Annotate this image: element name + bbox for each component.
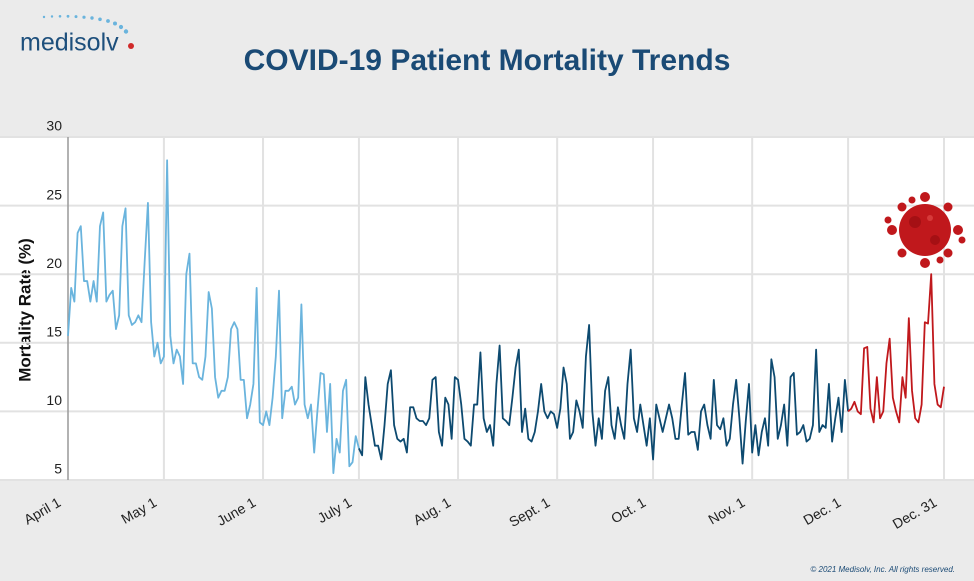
virus-icon <box>884 192 966 268</box>
y-tick-label: 15 <box>46 324 62 340</box>
y-tick-label: 25 <box>46 186 62 202</box>
logo-dots <box>42 14 134 49</box>
plot-area <box>0 137 974 480</box>
y-tick-label: 10 <box>46 392 62 408</box>
y-tick-label: 20 <box>46 255 62 271</box>
y-tick-label: 5 <box>54 461 62 477</box>
line-series <box>67 159 360 475</box>
footer: © 2021 Medisolv, Inc. All rights reserve… <box>810 565 955 574</box>
y-axis-label: Mortality Rate (%) <box>15 238 34 382</box>
logo-text: medisolv <box>20 29 119 57</box>
line-series <box>847 273 945 424</box>
y-tick-label: 30 <box>46 118 62 134</box>
chart-title: COVID-19 Patient Mortality Trends <box>244 44 731 77</box>
line-series <box>358 324 849 465</box>
